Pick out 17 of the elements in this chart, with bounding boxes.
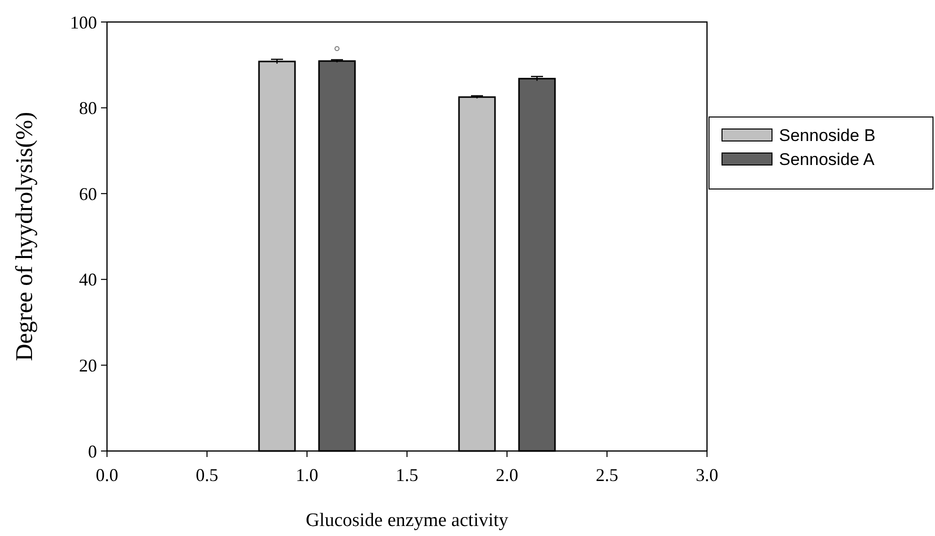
- y-tick-label: 20: [79, 356, 97, 376]
- x-axis-title: Glucoside enzyme activity: [306, 510, 509, 531]
- x-tick-label: 1.5: [396, 465, 418, 485]
- legend-label: Sennoside B: [779, 126, 876, 145]
- x-tick-label: 0.5: [196, 465, 218, 485]
- y-tick-label: 80: [79, 98, 97, 118]
- x-tick-label: 2.0: [496, 465, 518, 485]
- y-tick-label: 60: [79, 184, 97, 204]
- x-tick-label: 2.5: [596, 465, 618, 485]
- x-tick-label: 0.0: [96, 465, 118, 485]
- x-tick-label: 3.0: [696, 465, 718, 485]
- y-tick-label: 100: [70, 12, 97, 32]
- x-tick-label: 1.0: [296, 465, 318, 485]
- y-axis-title: Degree of hyydrolysis(%): [12, 112, 38, 362]
- y-tick-label: 40: [79, 270, 97, 290]
- legend-label: Sennoside A: [779, 150, 876, 169]
- y-tick-label: 0: [88, 441, 97, 462]
